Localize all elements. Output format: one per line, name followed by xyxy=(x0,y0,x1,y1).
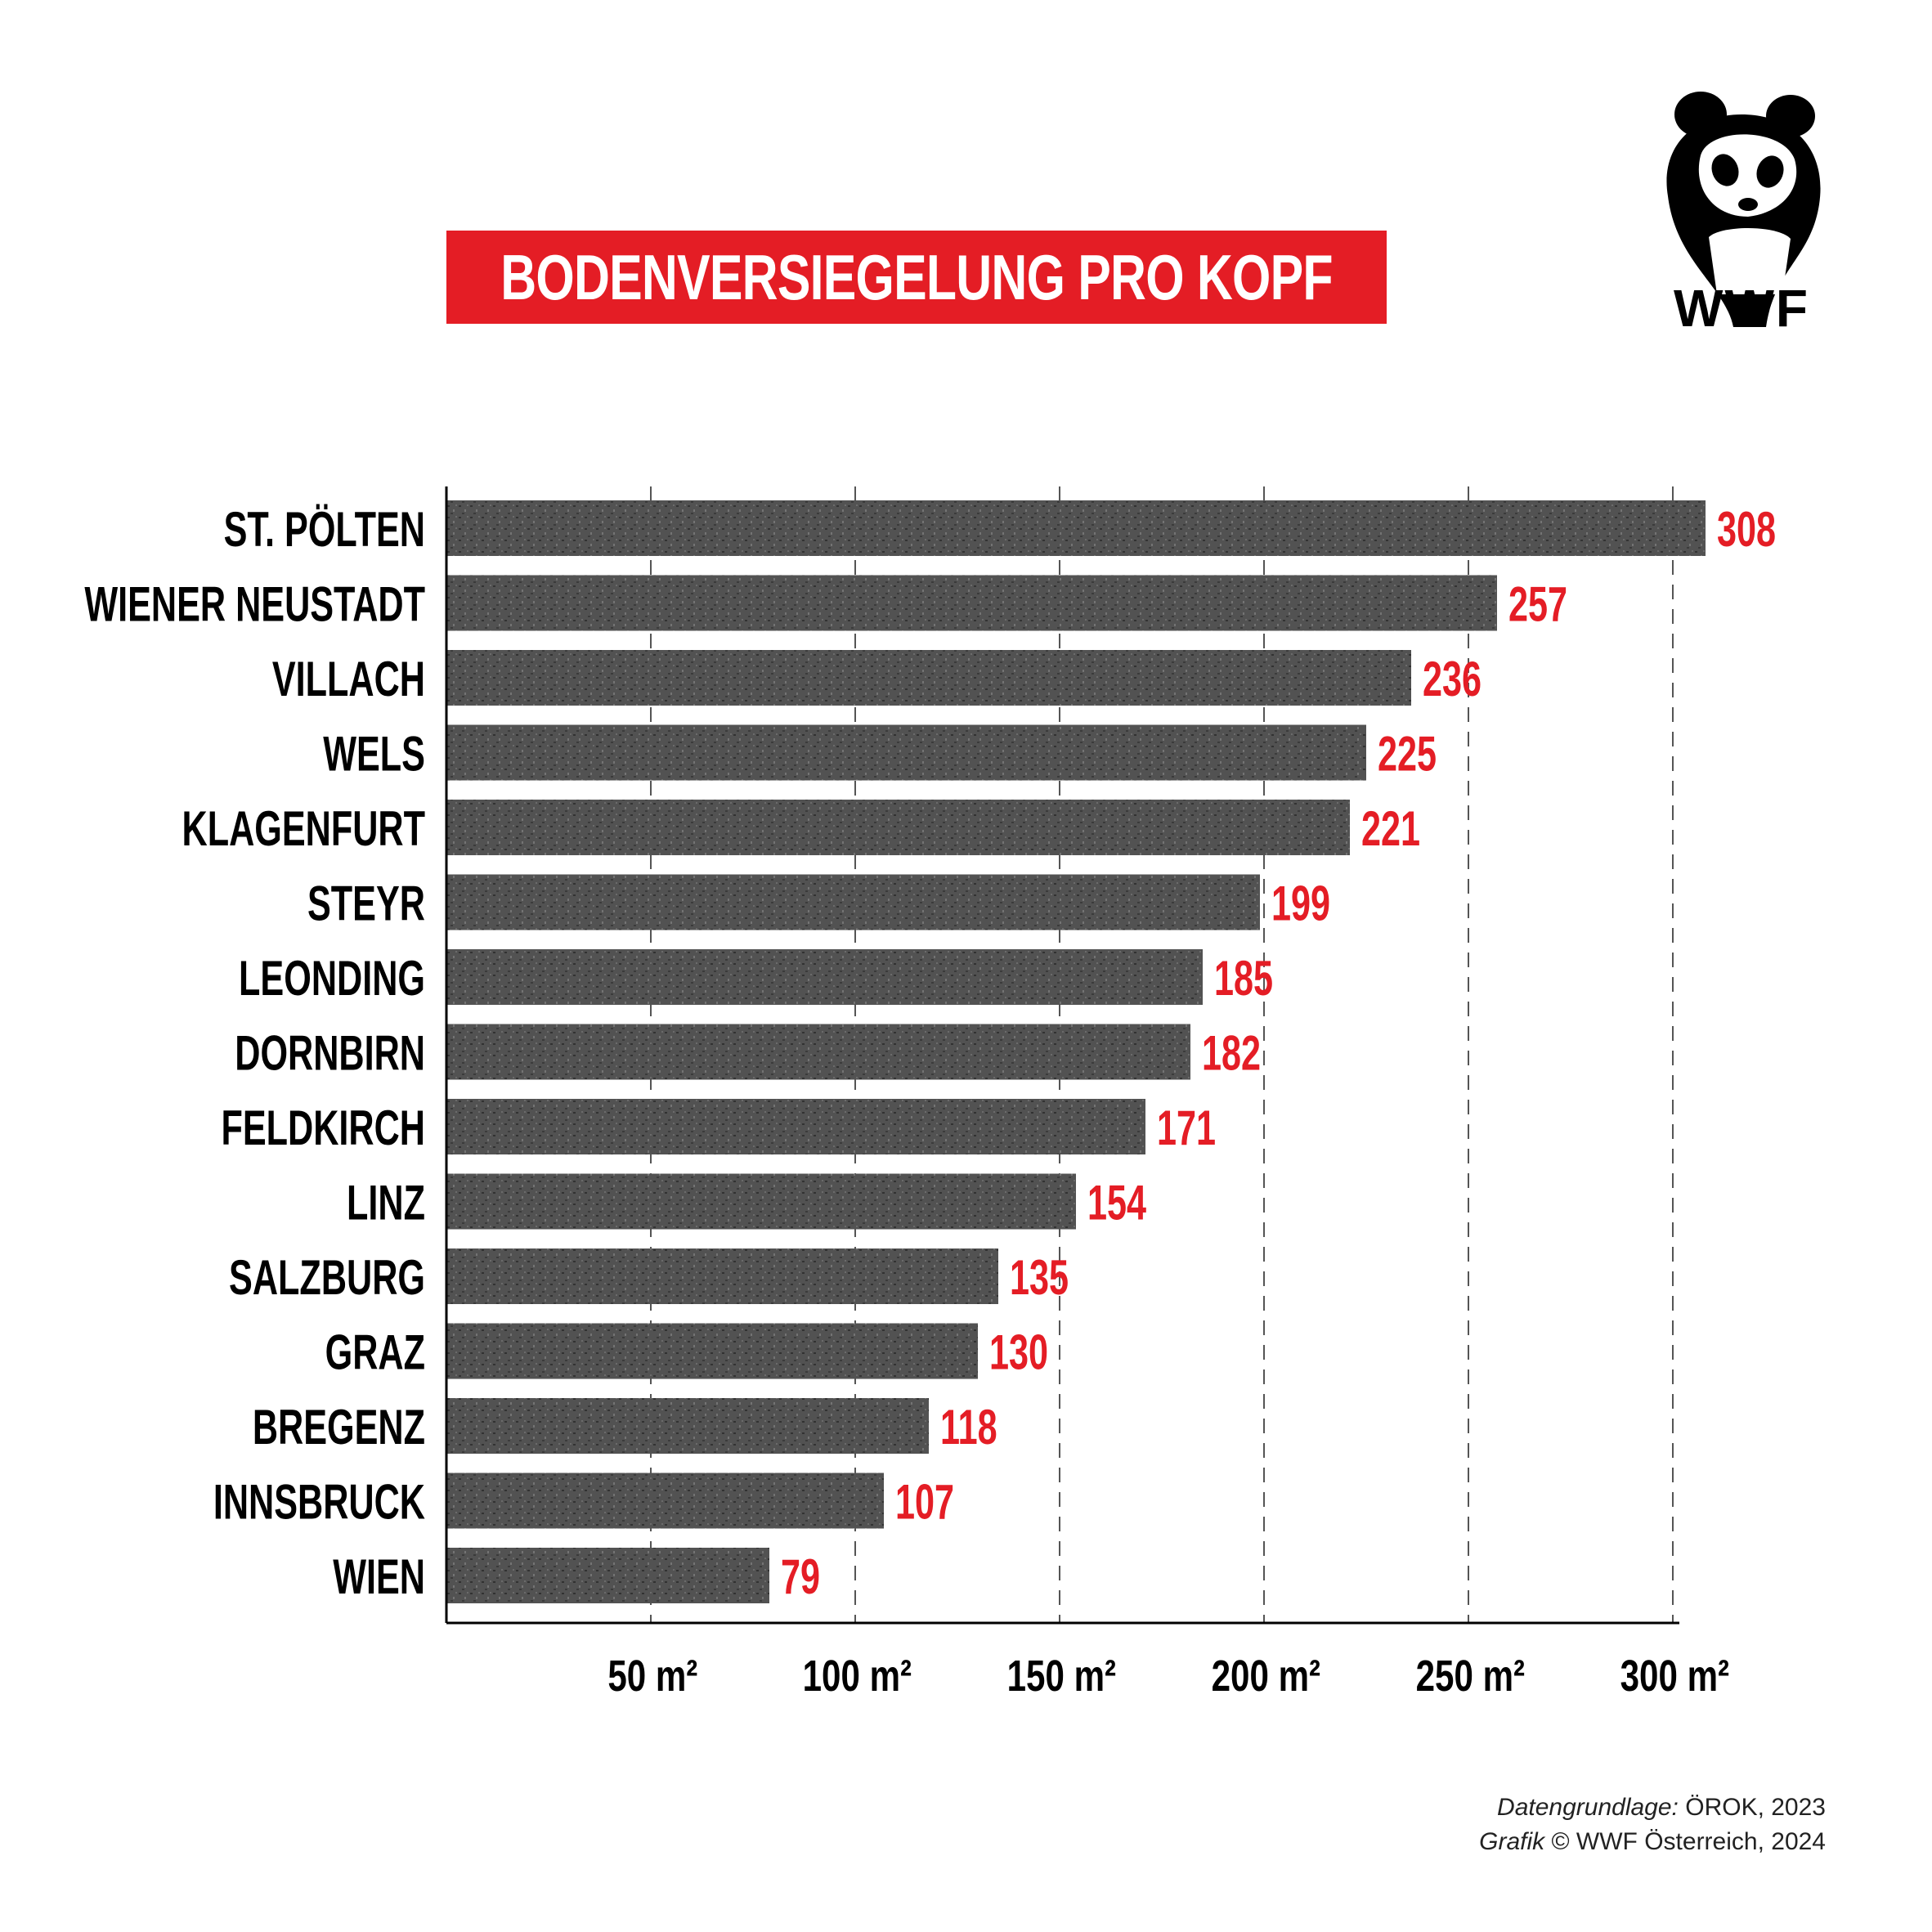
bar-shade xyxy=(446,1024,1190,1080)
x-tick-label: 50 m² xyxy=(607,1652,697,1701)
value-label: 171 xyxy=(1157,1101,1216,1156)
value-label: 79 xyxy=(781,1550,820,1605)
bar xyxy=(446,949,1203,1005)
category-label: GRAZ xyxy=(325,1326,425,1381)
bar xyxy=(446,1473,884,1529)
category-label: STEYR xyxy=(307,877,425,932)
x-tick-label: 200 m² xyxy=(1212,1652,1320,1701)
category-label: WIEN xyxy=(333,1550,425,1605)
category-label: FELDKIRCH xyxy=(221,1101,425,1156)
category-label: VILLACH xyxy=(272,652,425,707)
panda-icon xyxy=(1666,92,1821,327)
category-label: WELS xyxy=(323,728,425,782)
bar xyxy=(446,1548,769,1603)
category-label: BREGENZ xyxy=(253,1401,425,1455)
bar-shade xyxy=(446,800,1350,855)
bar-shade xyxy=(446,1248,998,1304)
bar-shade xyxy=(446,1099,1145,1154)
bar-shade xyxy=(446,1173,1076,1230)
bar-shade xyxy=(446,1548,769,1603)
bar xyxy=(446,1099,1145,1154)
x-tick-label: 250 m² xyxy=(1416,1652,1525,1701)
value-label: 185 xyxy=(1214,952,1273,1006)
bar-shade xyxy=(446,1323,978,1379)
source-line-graphic: Grafik © WWF Österreich, 2024 xyxy=(1479,1828,1826,1855)
value-label: 130 xyxy=(989,1326,1048,1381)
value-label: 257 xyxy=(1508,578,1567,633)
bar xyxy=(446,1323,978,1379)
logo-text: WWF xyxy=(1674,279,1809,338)
x-tick-label: 300 m² xyxy=(1620,1652,1729,1701)
bar xyxy=(446,1248,998,1304)
category-label: LEONDING xyxy=(239,952,425,1006)
bar-shade xyxy=(446,949,1203,1005)
bar-shade xyxy=(446,724,1366,781)
value-label: 308 xyxy=(1717,503,1776,558)
category-label: WIENER NEUSTADT xyxy=(84,578,425,633)
bar xyxy=(446,724,1366,781)
bar xyxy=(446,1398,929,1454)
value-label: 221 xyxy=(1361,802,1420,857)
value-label: 199 xyxy=(1271,877,1330,932)
bar xyxy=(446,500,1706,556)
value-label: 135 xyxy=(1010,1251,1069,1306)
bar-shade xyxy=(446,1473,884,1529)
bar-shade xyxy=(446,1398,929,1454)
value-label: 107 xyxy=(895,1476,954,1531)
x-tick-label: 100 m² xyxy=(803,1652,912,1701)
source-line-data: Datengrundlage: ÖROK, 2023 xyxy=(1497,1794,1826,1821)
bar xyxy=(446,874,1260,930)
x-tick-label: 150 m² xyxy=(1007,1652,1116,1701)
value-label: 225 xyxy=(1378,728,1437,782)
title-banner: BODENVERSIEGELUNG PRO KOPF xyxy=(446,231,1387,324)
source-note: Datengrundlage: ÖROK, 2023 Grafik © WWF … xyxy=(1479,1791,1826,1859)
bar xyxy=(446,1173,1076,1230)
bar-shade xyxy=(446,650,1411,706)
bar xyxy=(446,650,1411,706)
bar-shade xyxy=(446,500,1706,556)
value-label: 154 xyxy=(1087,1177,1146,1231)
bar xyxy=(446,1024,1190,1080)
bar xyxy=(446,575,1497,631)
category-label: ST. PÖLTEN xyxy=(224,503,425,558)
value-label: 182 xyxy=(1202,1027,1261,1082)
bar-shade xyxy=(446,874,1260,930)
category-label: INNSBRUCK xyxy=(213,1476,425,1531)
value-label: 236 xyxy=(1423,652,1481,707)
category-label: DORNBIRN xyxy=(235,1027,425,1082)
category-label: SALZBURG xyxy=(229,1251,425,1306)
category-label: KLAGENFURT xyxy=(182,802,426,857)
category-label: LINZ xyxy=(347,1177,425,1231)
value-label: 118 xyxy=(940,1401,997,1455)
bar xyxy=(446,800,1350,855)
chart-title: BODENVERSIEGELUNG PRO KOPF xyxy=(500,240,1333,313)
bar-shade xyxy=(446,575,1497,631)
